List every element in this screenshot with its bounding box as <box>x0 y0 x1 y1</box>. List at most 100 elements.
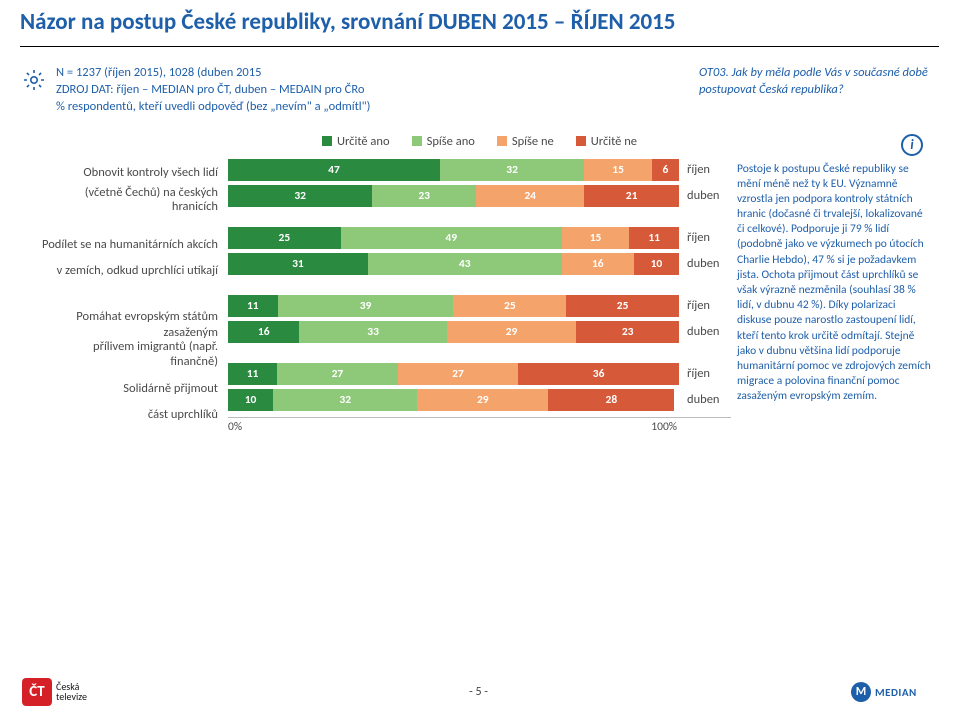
month-label: říjen <box>679 230 731 245</box>
chart-column: Určitě anoSpíše anoSpíše neUrčitě ne 473… <box>228 134 731 438</box>
legend-label: Určitě ano <box>337 134 390 149</box>
legend-swatch <box>497 136 507 146</box>
bar-track: 16332923 <box>228 321 679 343</box>
bar-segment: 11 <box>228 363 277 385</box>
legend-item: Určitě ne <box>576 134 637 149</box>
bar-segment: 21 <box>584 185 679 207</box>
bar-segment: 49 <box>341 227 562 249</box>
bar-segment: 24 <box>476 185 584 207</box>
bar-row: 25491511říjen <box>228 227 731 249</box>
legend-label: Spíše ne <box>512 134 554 149</box>
bar-row: 16332923duben <box>228 321 731 343</box>
question-label-line: Solidárně přijmout <box>18 380 228 396</box>
meta-row: N = 1237 (říjen 2015), 1028 (duben 2015 … <box>0 65 959 116</box>
question-label-line: Pomáhat evropským státům <box>18 308 228 324</box>
bar-segment: 16 <box>562 253 634 275</box>
legend-label: Spíše ano <box>427 134 475 149</box>
page-title: Názor na postup České republiky, srovnán… <box>0 0 959 46</box>
bar-segment: 25 <box>453 295 566 317</box>
bar-row: 4732156říjen <box>228 159 731 181</box>
logo-median: M MEDIAN <box>851 682 937 702</box>
bar-segment: 39 <box>278 295 454 317</box>
main-content: Obnovit kontroly všech lidí (včetně Čechů… <box>0 134 959 438</box>
median-logo-mark: M <box>851 682 871 702</box>
bar-track: 11272736 <box>228 363 679 385</box>
question-label-line: část uprchlíků <box>18 408 228 422</box>
question-label-line: v zemích, odkud uprchlíci utíkají <box>18 264 228 278</box>
bar-segment: 31 <box>228 253 368 275</box>
legend-item: Určitě ano <box>322 134 390 149</box>
meta-left-line3: % respondentů, kteří uvedli odpověď (bez… <box>56 99 699 116</box>
bar-segment: 32 <box>273 389 417 411</box>
bar-segment: 15 <box>562 227 630 249</box>
question-label: Solidárně přijmout část uprchlíků <box>18 380 228 438</box>
question-label-line: přílivem imigrantů (např. <box>18 340 228 354</box>
legend-label: Určitě ne <box>591 134 637 149</box>
axis-max: 100% <box>651 420 677 434</box>
bar-segment: 10 <box>228 389 273 411</box>
chart-legend: Určitě ano Spíše ano Spíše ne Určitě ne <box>228 134 731 149</box>
meta-right: OT03. Jak by měla podle Vás v současné d… <box>699 65 929 99</box>
meta-left-line2: ZDROJ DAT: říjen – MEDIAN pro ČT, duben … <box>56 82 699 99</box>
bar-segment: 11 <box>629 227 679 249</box>
month-label: říjen <box>679 298 731 313</box>
bar-segment: 15 <box>584 159 652 181</box>
bar-segment: 43 <box>368 253 562 275</box>
month-label: říjen <box>679 162 731 177</box>
bar-row: 31431610duben <box>228 253 731 275</box>
question-label-line: Obnovit kontroly všech lidí <box>18 164 228 180</box>
gear-icon <box>22 68 48 97</box>
meta-left: N = 1237 (říjen 2015), 1028 (duben 2015 … <box>56 65 699 116</box>
commentary-text: Postoje k postupu České republiky se měn… <box>731 134 931 438</box>
question-labels-column: Obnovit kontroly všech lidí (včetně Čechů… <box>18 134 228 438</box>
bar-row: 11272736říjen <box>228 363 731 385</box>
bar-track: 25491511 <box>228 227 679 249</box>
question-label-line: (včetně Čechů) na českých <box>18 186 228 200</box>
legend-swatch <box>412 136 422 146</box>
month-label: říjen <box>679 366 731 381</box>
question-label: Podílet se na humanitárních akcích v zemí… <box>18 236 228 308</box>
bar-segment: 32 <box>440 159 584 181</box>
meta-left-line1: N = 1237 (říjen 2015), 1028 (duben 2015 <box>56 65 699 82</box>
median-logo-text: MEDIAN <box>875 686 917 699</box>
bar-row: 10322928duben <box>228 389 731 411</box>
bar-row: 32232421duben <box>228 185 731 207</box>
axis-min: 0% <box>228 420 242 434</box>
month-label: duben <box>679 324 731 339</box>
bar-segment: 27 <box>277 363 398 385</box>
legend-swatch <box>322 136 332 146</box>
bar-segment: 11 <box>228 295 278 317</box>
bar-segment: 27 <box>398 363 519 385</box>
ct-logo-text: Česká televize <box>56 682 87 703</box>
legend-item: Spíše ne <box>497 134 554 149</box>
bar-track: 11392525 <box>228 295 679 317</box>
question-label-line: Podílet se na humanitárních akcích <box>18 236 228 252</box>
info-icon: i <box>901 134 923 156</box>
bar-track: 10322928 <box>228 389 679 411</box>
bar-group: 11392525říjen16332923duben <box>228 295 731 343</box>
bar-segment: 16 <box>228 321 299 343</box>
bar-segment: 25 <box>566 295 679 317</box>
bar-segment: 29 <box>447 321 577 343</box>
ct-logo-mark: ČT <box>22 678 52 706</box>
bar-segment: 23 <box>576 321 679 343</box>
question-label-line: finančně) <box>18 355 228 369</box>
bar-segment: 33 <box>299 321 446 343</box>
month-label: duben <box>679 256 731 271</box>
question-label: Pomáhat evropským státůmzasaženýmpřílive… <box>18 308 228 380</box>
bar-segment: 47 <box>228 159 440 181</box>
bar-group: 4732156říjen32232421duben <box>228 159 731 207</box>
bar-segment: 36 <box>518 363 679 385</box>
bar-segment: 29 <box>417 389 548 411</box>
month-label: duben <box>679 392 731 407</box>
bar-segment: 10 <box>634 253 679 275</box>
bar-track: 4732156 <box>228 159 679 181</box>
month-label: duben <box>679 188 731 203</box>
bar-group: 25491511říjen 31431610duben <box>228 227 731 275</box>
bar-row: 11392525říjen <box>228 295 731 317</box>
question-label-line: hranicích <box>18 200 228 214</box>
bar-segment: 23 <box>372 185 476 207</box>
x-axis: 0% 100% <box>228 417 731 434</box>
title-underline <box>20 46 939 47</box>
question-label: Obnovit kontroly všech lidí (včetně Čechů… <box>18 164 228 236</box>
